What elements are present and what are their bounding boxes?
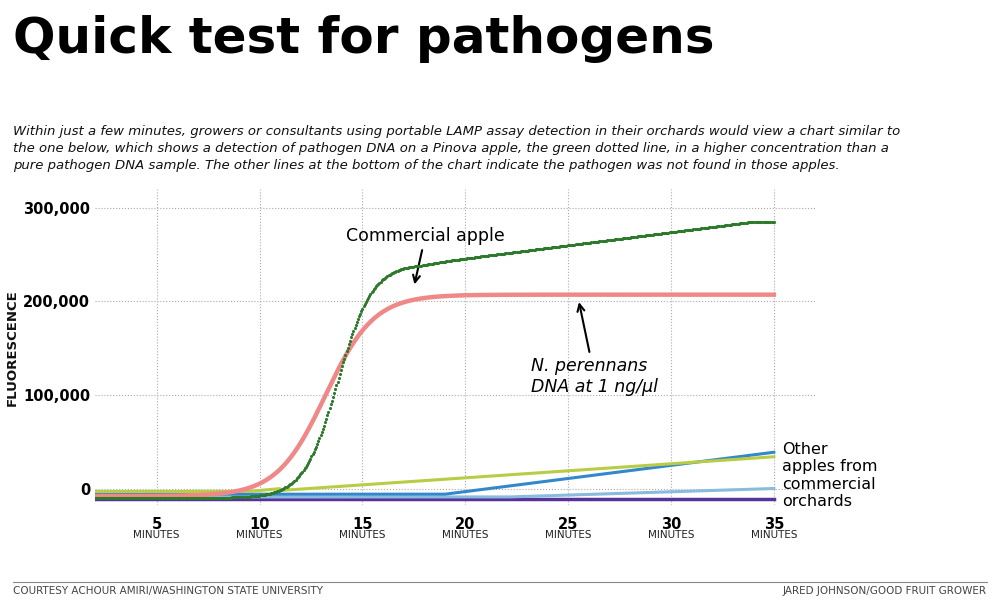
Y-axis label: FLUORESCENCE: FLUORESCENCE: [5, 289, 18, 406]
Text: N. perennans
DNA at 1 ng/µl: N. perennans DNA at 1 ng/µl: [531, 304, 658, 396]
Text: Other
apples from
commercial
orchards: Other apples from commercial orchards: [782, 442, 878, 509]
Text: Commercial apple: Commercial apple: [346, 227, 505, 282]
Text: MINUTES: MINUTES: [442, 530, 489, 540]
Text: MINUTES: MINUTES: [339, 530, 386, 540]
Text: MINUTES: MINUTES: [751, 530, 797, 540]
Text: JARED JOHNSON/GOOD FRUIT GROWER: JARED JOHNSON/GOOD FRUIT GROWER: [783, 586, 987, 596]
Text: 10: 10: [249, 516, 270, 532]
Text: Within just a few minutes, growers or consultants using portable LAMP assay dete: Within just a few minutes, growers or co…: [13, 125, 900, 172]
Text: 5: 5: [152, 516, 162, 532]
Text: Quick test for pathogens: Quick test for pathogens: [13, 15, 714, 63]
Text: 35: 35: [764, 516, 784, 532]
Text: 25: 25: [558, 516, 578, 532]
Text: 30: 30: [661, 516, 681, 532]
Text: 20: 20: [455, 516, 475, 532]
Text: MINUTES: MINUTES: [545, 530, 591, 540]
Text: MINUTES: MINUTES: [236, 530, 283, 540]
Text: MINUTES: MINUTES: [133, 530, 180, 540]
Text: COURTESY ACHOUR AMIRI/WASHINGTON STATE UNIVERSITY: COURTESY ACHOUR AMIRI/WASHINGTON STATE U…: [13, 586, 323, 596]
Text: MINUTES: MINUTES: [648, 530, 694, 540]
Text: 15: 15: [352, 516, 373, 532]
